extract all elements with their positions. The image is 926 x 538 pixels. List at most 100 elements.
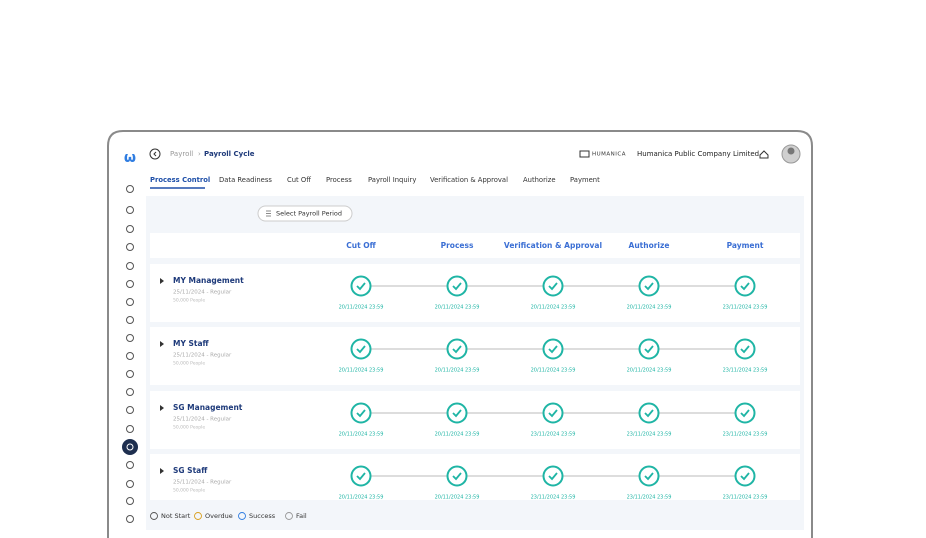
legend-label: Success xyxy=(249,512,276,520)
row-name[interactable]: SG Management xyxy=(173,403,243,412)
check-mark xyxy=(740,282,750,291)
expand-arrow[interactable] xyxy=(160,278,164,284)
step-date: 23/11/2024 23:59 xyxy=(627,495,672,501)
step-date: 23/11/2024 23:59 xyxy=(627,432,672,438)
step-status[interactable] xyxy=(734,275,756,297)
check-mark xyxy=(452,472,462,481)
legend-icon xyxy=(285,512,293,520)
row-people: 50,000 People xyxy=(173,488,205,494)
step-date: 20/11/2024 23:59 xyxy=(435,432,480,438)
step-status[interactable] xyxy=(542,402,564,424)
step-status[interactable] xyxy=(446,275,468,297)
tab[interactable]: Payment xyxy=(570,176,600,184)
check-mark xyxy=(548,472,558,481)
legend-label: Fail xyxy=(296,512,307,520)
step-status[interactable] xyxy=(638,402,660,424)
step-status[interactable] xyxy=(446,402,468,424)
step-status[interactable] xyxy=(542,275,564,297)
check-mark xyxy=(356,282,366,291)
tab[interactable]: Data Readiness xyxy=(219,176,272,184)
tab[interactable]: Payroll Inquiry xyxy=(368,176,416,184)
row-name[interactable]: MY Management xyxy=(173,276,244,285)
step-status[interactable] xyxy=(638,465,660,487)
row-type: 25/11/2024 - Regular xyxy=(173,290,232,296)
check-mark xyxy=(644,282,654,291)
row-card xyxy=(150,327,800,385)
step-date: 23/11/2024 23:59 xyxy=(531,495,576,501)
sidebar-icon[interactable] xyxy=(126,243,134,251)
select-period-button[interactable] xyxy=(257,205,353,222)
step-date: 23/11/2024 23:59 xyxy=(723,495,768,501)
logo: ω xyxy=(124,150,136,166)
sidebar-icon[interactable] xyxy=(126,316,134,324)
column-header: Payment xyxy=(727,241,764,250)
sidebar-icon[interactable] xyxy=(126,280,134,288)
sidebar-icon[interactable] xyxy=(126,334,134,342)
sidebar-icon[interactable] xyxy=(126,497,134,505)
sidebar-icon[interactable] xyxy=(126,480,134,488)
legend-icon xyxy=(238,512,246,520)
row-type: 25/11/2024 - Regular xyxy=(173,417,232,423)
step-status[interactable] xyxy=(734,338,756,360)
step-status[interactable] xyxy=(350,338,372,360)
step-date: 20/11/2024 23:59 xyxy=(531,368,576,374)
step-status[interactable] xyxy=(638,338,660,360)
step-status[interactable] xyxy=(734,465,756,487)
tab[interactable]: Process Control xyxy=(150,176,210,184)
tab[interactable]: Authorize xyxy=(523,176,556,184)
step-status[interactable] xyxy=(542,338,564,360)
sidebar-icon[interactable] xyxy=(126,461,134,469)
sidebar-icon[interactable] xyxy=(126,406,134,414)
check-mark xyxy=(740,472,750,481)
sidebar-icon[interactable] xyxy=(126,206,134,214)
row-name[interactable]: SG Staff xyxy=(173,466,208,475)
company-name[interactable]: Humanica Public Company Limited xyxy=(637,150,759,158)
step-status[interactable] xyxy=(542,465,564,487)
row-name[interactable]: MY Staff xyxy=(173,339,210,348)
sidebar-icon[interactable] xyxy=(126,225,134,233)
check-mark xyxy=(356,409,366,418)
sidebar-icon[interactable] xyxy=(126,352,134,360)
row-type: 25/11/2024 - Regular xyxy=(173,480,232,486)
step-status[interactable] xyxy=(350,465,372,487)
tab[interactable]: Process xyxy=(326,176,352,184)
step-status[interactable] xyxy=(446,465,468,487)
step-status[interactable] xyxy=(734,402,756,424)
step-status[interactable] xyxy=(446,338,468,360)
check-mark xyxy=(740,409,750,418)
step-status[interactable] xyxy=(350,275,372,297)
expand-arrow[interactable] xyxy=(160,468,164,474)
step-date: 20/11/2024 23:59 xyxy=(435,495,480,501)
sidebar-active[interactable] xyxy=(122,439,138,455)
legend-label: Not Start xyxy=(161,512,191,520)
breadcrumb-sep: › xyxy=(198,150,201,158)
list-icon xyxy=(266,210,271,217)
step-date: 23/11/2024 23:59 xyxy=(723,368,768,374)
sidebar-icon[interactable] xyxy=(126,425,134,433)
step-status[interactable] xyxy=(638,275,660,297)
check-mark xyxy=(740,345,750,354)
expand-arrow[interactable] xyxy=(160,405,164,411)
step-date: 20/11/2024 23:59 xyxy=(435,305,480,311)
step-date: 20/11/2024 23:59 xyxy=(435,368,480,374)
step-status[interactable] xyxy=(350,402,372,424)
sidebar-icon[interactable] xyxy=(126,185,134,193)
column-header: Authorize xyxy=(629,241,670,250)
back-button[interactable] xyxy=(149,148,161,160)
step-date: 23/11/2024 23:59 xyxy=(723,432,768,438)
step-date: 20/11/2024 23:59 xyxy=(531,305,576,311)
sidebar-icon[interactable] xyxy=(126,370,134,378)
check-mark xyxy=(548,282,558,291)
sidebar-icon[interactable] xyxy=(126,515,134,523)
tab[interactable]: Verification & Approval xyxy=(430,176,508,184)
breadcrumb-item[interactable]: Payroll xyxy=(170,150,193,158)
sidebar-icon[interactable] xyxy=(126,298,134,306)
column-header-strip xyxy=(150,233,800,258)
tab[interactable]: Cut Off xyxy=(287,176,311,184)
sidebar-icon[interactable] xyxy=(126,388,134,396)
breadcrumb-current: Payroll Cycle xyxy=(204,150,255,158)
step-date: 20/11/2024 23:59 xyxy=(339,305,384,311)
expand-arrow[interactable] xyxy=(160,341,164,347)
home-icon[interactable] xyxy=(759,150,769,159)
sidebar-icon[interactable] xyxy=(126,262,134,270)
